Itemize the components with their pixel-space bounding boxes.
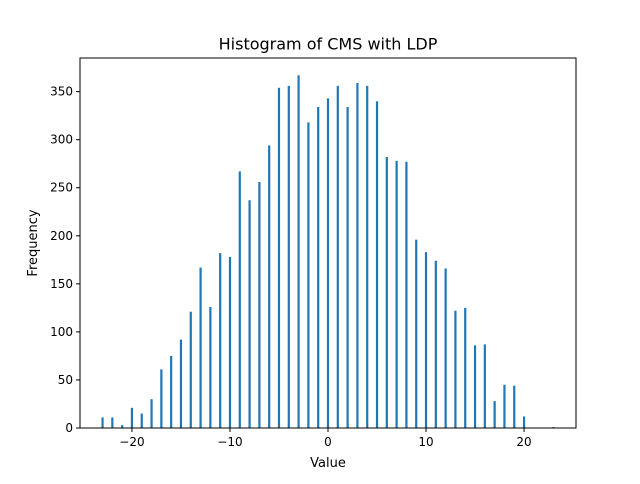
histogram-bar <box>307 122 310 428</box>
y-tick-label: 0 <box>65 421 73 435</box>
bars-group <box>101 75 555 429</box>
chart-title: Histogram of CMS with LDP <box>219 35 438 54</box>
histogram-bar <box>513 385 516 428</box>
y-tick-label: 300 <box>50 133 73 147</box>
histogram-bar <box>297 75 300 429</box>
x-axis-ticks: −20 −10 0 10 20 <box>119 428 532 449</box>
histogram-bar <box>503 384 506 428</box>
histogram-bar <box>317 107 320 428</box>
histogram-bar <box>493 401 496 428</box>
histogram-bar <box>385 156 388 429</box>
histogram-bar <box>424 252 428 428</box>
histogram-bar <box>160 369 163 428</box>
x-tick-label: 10 <box>418 435 433 449</box>
histogram-bar <box>444 268 447 428</box>
histogram-bar <box>189 311 192 428</box>
histogram-bar <box>464 307 467 428</box>
histogram-bar <box>101 417 104 428</box>
histogram-bar <box>522 416 526 428</box>
histogram-bar <box>121 425 124 428</box>
histogram-bar <box>287 85 290 429</box>
y-tick-label: 200 <box>50 229 73 243</box>
histogram-bar <box>219 253 222 428</box>
histogram-bar <box>346 107 349 428</box>
histogram-bar <box>454 310 457 428</box>
histogram-bar <box>209 306 212 428</box>
y-axis-label: Frequency <box>26 209 41 276</box>
histogram-bar <box>483 344 486 428</box>
x-axis-label: Value <box>310 456 346 471</box>
histogram-bar <box>268 145 271 428</box>
histogram-bar <box>238 171 241 428</box>
y-tick-label: 50 <box>58 373 73 387</box>
histogram-bar <box>150 399 153 428</box>
histogram-bar <box>434 260 437 428</box>
x-tick-label: −20 <box>119 435 144 449</box>
histogram-bar <box>356 82 359 429</box>
histogram-bar <box>111 417 114 428</box>
histogram-bar <box>326 98 330 429</box>
x-tick-label: 0 <box>324 435 332 449</box>
histogram-bar <box>248 200 251 428</box>
histogram-bar <box>405 161 408 429</box>
y-tick-label: 150 <box>50 277 73 291</box>
histogram-bar <box>228 256 232 428</box>
histogram-bar <box>375 101 379 428</box>
y-axis-ticks: 0 50 100 150 200 250 300 350 <box>50 85 80 435</box>
x-tick-label: −10 <box>217 435 242 449</box>
plot-frame <box>79 57 577 429</box>
histogram-bar <box>336 85 339 429</box>
histogram-bar <box>366 85 369 429</box>
y-tick-label: 100 <box>50 325 73 339</box>
histogram-bar <box>415 239 418 428</box>
histogram-bar <box>395 160 398 428</box>
x-tick-label: 20 <box>516 435 531 449</box>
y-tick-label: 350 <box>50 85 73 99</box>
histogram-bar <box>277 87 281 428</box>
histogram-bar <box>199 267 202 428</box>
y-tick-label: 250 <box>50 181 73 195</box>
histogram-bar <box>170 355 173 428</box>
histogram-bar <box>140 413 143 428</box>
histogram-bar <box>473 345 477 428</box>
histogram-bar <box>130 407 134 428</box>
histogram-bar <box>179 339 183 428</box>
histogram-bar <box>258 181 261 428</box>
